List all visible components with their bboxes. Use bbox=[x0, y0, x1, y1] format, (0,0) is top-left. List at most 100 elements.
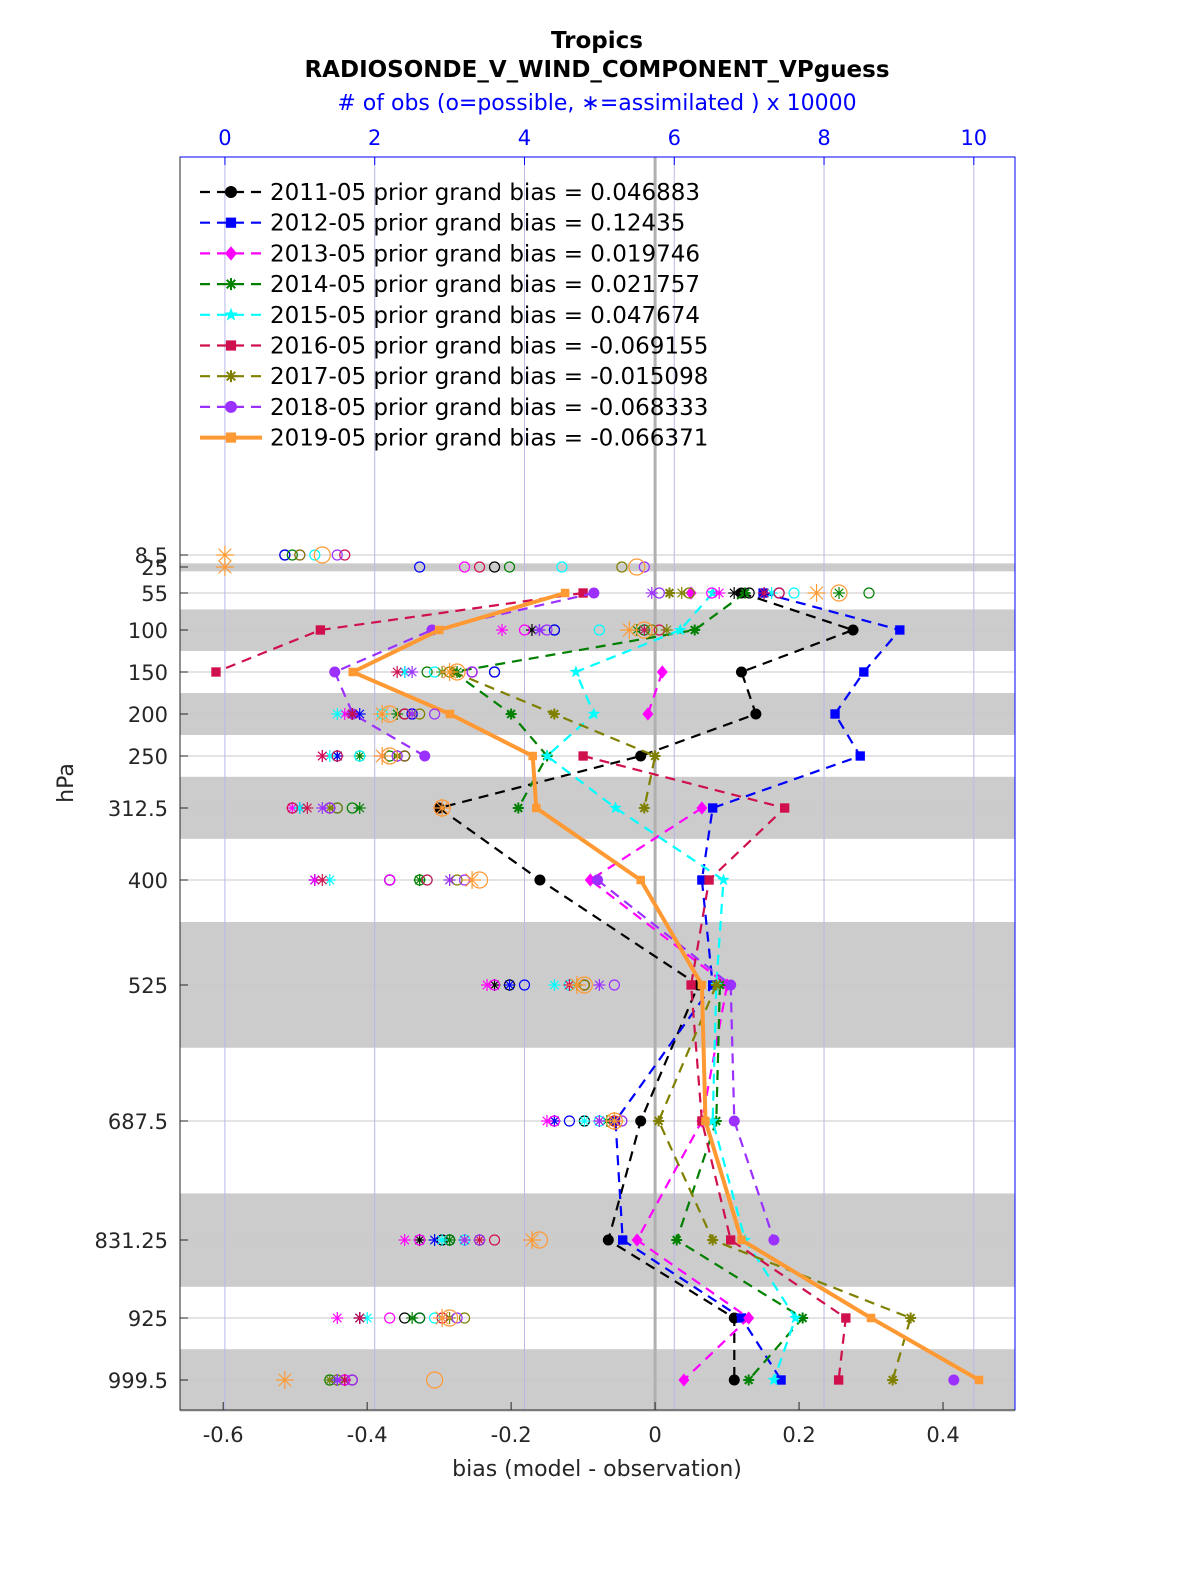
bias-point bbox=[540, 749, 554, 762]
legend-marker bbox=[225, 186, 237, 198]
bias-point bbox=[895, 625, 905, 635]
bias-point bbox=[776, 1375, 786, 1385]
legend-entry: 2013-05 prior grand bias = 0.019746 bbox=[270, 241, 700, 267]
obs-possible-marker bbox=[628, 558, 646, 576]
bias-point bbox=[689, 624, 701, 636]
bias-point bbox=[686, 980, 696, 990]
top-tick-label: 2 bbox=[368, 126, 381, 150]
obs-assimilated-marker bbox=[463, 871, 482, 889]
x-axis-label: bias (model - observation) bbox=[452, 1457, 742, 1482]
obs-assimilated-marker-stroke bbox=[549, 1116, 560, 1126]
bias-point bbox=[701, 1116, 710, 1126]
obs-assimilated-marker-stroke bbox=[355, 803, 365, 813]
obs-possible-marker bbox=[830, 584, 848, 602]
obs-assimilated-marker bbox=[728, 587, 741, 599]
obs-assimilated-marker bbox=[391, 666, 404, 678]
obs-assimilated-marker-stroke bbox=[278, 1373, 292, 1387]
obs-assimilated-marker-stroke bbox=[414, 1235, 425, 1245]
bias-point bbox=[789, 1311, 802, 1324]
y-tick-label: 150 bbox=[128, 661, 168, 685]
legend-marker bbox=[225, 400, 237, 413]
bias-point bbox=[512, 802, 524, 814]
obs-assimilated-marker bbox=[373, 705, 392, 723]
legend-entry: 2018-05 prior grand bias = -0.068333 bbox=[270, 395, 708, 421]
obs-possible-marker bbox=[863, 587, 875, 599]
bias-point bbox=[735, 666, 747, 678]
series-line bbox=[646, 671, 664, 715]
obs-possible-marker bbox=[384, 1312, 396, 1324]
legend-entry: 2017-05 prior grand bias = -0.015098 bbox=[270, 364, 708, 390]
obs-assimilated-marker-stroke bbox=[407, 1313, 417, 1323]
obs-assimilated-marker-stroke bbox=[355, 751, 365, 761]
obs-possible-marker bbox=[346, 1374, 358, 1386]
obs-assimilated-marker-stroke bbox=[317, 803, 327, 813]
bias-point bbox=[592, 874, 603, 886]
bias-point bbox=[750, 708, 762, 720]
bias-point bbox=[743, 1374, 755, 1386]
x-tick-label: -0.4 bbox=[347, 1423, 388, 1447]
legend-marker bbox=[224, 307, 238, 321]
x-tick-label: -0.6 bbox=[203, 1423, 244, 1447]
obs-possible-marker bbox=[563, 1115, 576, 1127]
obs-possible-marker bbox=[294, 549, 306, 561]
bias-point bbox=[697, 980, 707, 990]
obs-assimilated-marker-stroke bbox=[332, 1313, 342, 1323]
obs-assimilated-marker bbox=[758, 587, 771, 599]
x-tick-label: 0 bbox=[648, 1423, 661, 1447]
bias-point bbox=[905, 1312, 917, 1324]
bias-point-stroke bbox=[506, 709, 516, 719]
y-tick-label: 200 bbox=[128, 703, 168, 727]
obs-assimilated-marker bbox=[443, 1234, 456, 1246]
obs-assimilated-marker-stroke bbox=[302, 803, 312, 813]
bias-point bbox=[710, 979, 722, 991]
bias-point bbox=[656, 665, 668, 679]
obs-assimilated-marker-stroke bbox=[340, 709, 350, 719]
obs-assimilated-marker-stroke bbox=[399, 1235, 410, 1245]
obs-possible-marker bbox=[331, 549, 343, 561]
obs-possible-marker bbox=[339, 549, 351, 561]
x-tick-label: -0.2 bbox=[491, 1423, 532, 1447]
obs-assimilated-marker bbox=[593, 1115, 606, 1127]
bias-point bbox=[859, 667, 869, 677]
obs-assimilated-marker bbox=[436, 1234, 449, 1246]
obs-possible-marker bbox=[391, 750, 403, 762]
obs-assimilated-marker bbox=[316, 750, 329, 762]
y-tick-label: 250 bbox=[128, 745, 168, 769]
bias-point bbox=[348, 667, 358, 677]
obs-assimilated-marker-stroke bbox=[317, 875, 327, 885]
bias-point bbox=[704, 875, 714, 885]
obs-assimilated-marker bbox=[406, 666, 419, 678]
bias-point bbox=[736, 1313, 747, 1323]
obs-assimilated-marker-stroke bbox=[218, 560, 232, 574]
obs-assimilated-marker-stroke bbox=[677, 588, 687, 598]
obs-possible-marker bbox=[286, 802, 298, 814]
bias-point bbox=[707, 803, 718, 813]
obs-assimilated-marker-stroke bbox=[325, 803, 335, 813]
bias-point bbox=[649, 750, 661, 762]
obs-count-markers bbox=[215, 546, 875, 1389]
bias-point bbox=[767, 1373, 781, 1386]
obs-assimilated-marker-stroke bbox=[474, 1235, 485, 1245]
obs-possible-marker bbox=[309, 549, 321, 561]
obs-assimilated-marker-stroke bbox=[809, 586, 824, 600]
obs-possible-marker bbox=[743, 587, 755, 599]
series-line bbox=[453, 670, 657, 809]
bias-point bbox=[706, 586, 719, 599]
bias-point bbox=[329, 666, 341, 678]
obs-assimilated-marker bbox=[713, 587, 726, 599]
legend-marker bbox=[225, 370, 237, 383]
obs-possible-marker bbox=[331, 750, 343, 762]
obs-assimilated-marker bbox=[331, 1312, 344, 1324]
bias-point bbox=[434, 625, 444, 635]
legend-entry: 2011-05 prior grand bias = 0.046883 bbox=[270, 180, 700, 206]
bias-point bbox=[609, 801, 622, 814]
series-line bbox=[614, 591, 902, 1381]
obs-assimilated-marker bbox=[331, 708, 344, 720]
bias-point bbox=[728, 1374, 740, 1386]
obs-assimilated-marker bbox=[433, 1309, 452, 1327]
bias-point bbox=[737, 1235, 746, 1245]
bias-point bbox=[211, 667, 221, 677]
y-tick-label: 400 bbox=[128, 869, 168, 893]
obs-assimilated-marker bbox=[522, 1231, 541, 1249]
obs-assimilated-marker bbox=[807, 584, 826, 602]
